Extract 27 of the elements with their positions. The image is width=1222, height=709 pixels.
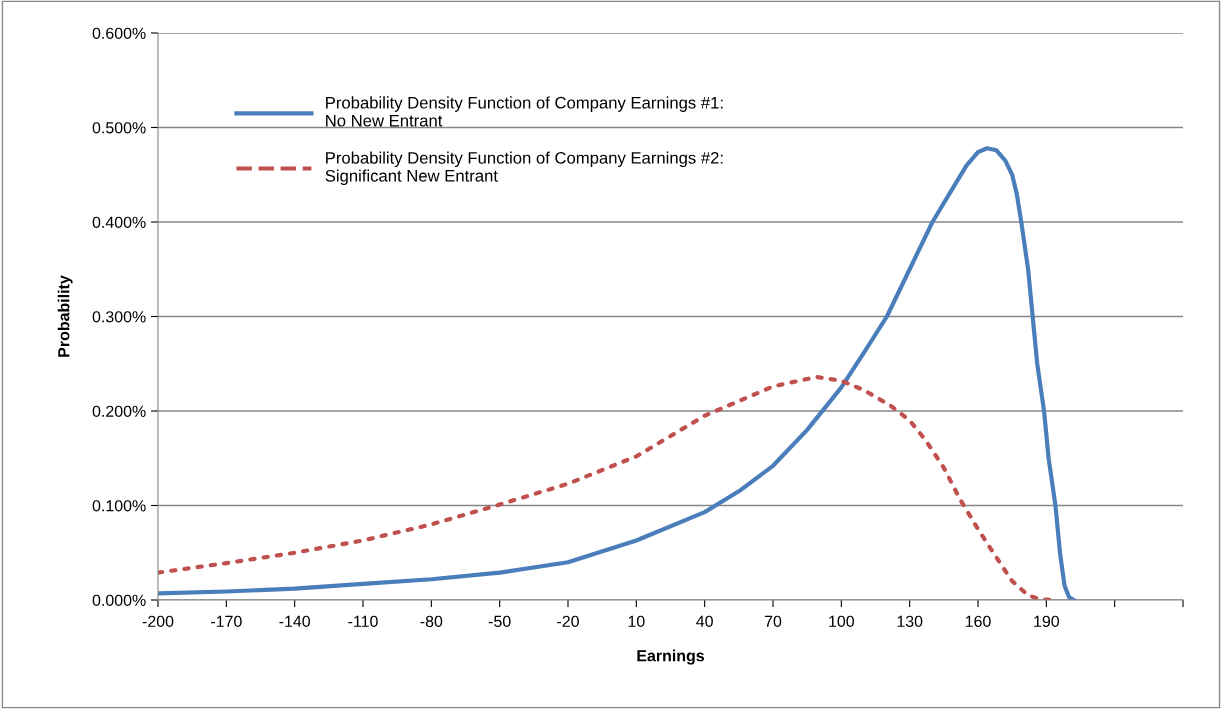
y-tick-label: 0.200% [92,405,146,417]
x-tick-label: 130 [897,615,923,628]
y-tick-label: 0.000% [92,594,146,606]
y-axis-title: Probability [57,275,73,357]
legend-label: Probability Density Function of Company Earnings #2: Significant New Entrant [325,151,723,186]
x-tick-label: 10 [628,615,645,628]
y-tick-label: 0.300% [92,311,146,323]
line-series [158,374,1053,600]
x-tick-label: -110 [348,615,378,628]
y-tick-label: 0.600% [92,27,146,39]
x-tick-label: -170 [211,615,242,628]
x-tick-label: 190 [1034,615,1060,628]
y-tick-label: 0.500% [92,122,146,134]
y-tick-label: 0.400% [92,216,146,228]
x-tick-label: -50 [488,615,511,628]
x-tick-label: 40 [696,615,713,628]
x-tick-label: -20 [557,615,579,628]
x-tick-label: -140 [279,615,311,628]
x-tick-label: -200 [142,615,174,628]
x-axis-title: Earnings [637,649,705,665]
x-tick-label: -80 [420,615,443,628]
x-tick-label: 100 [829,615,855,628]
legend-label: Probability Density Function of Company Earnings #1: No New Entrant [326,96,723,127]
x-tick-label: 160 [965,615,991,628]
line-series [158,146,1076,600]
y-tick-label: 0.100% [92,500,146,512]
x-tick-label: 70 [764,615,782,628]
